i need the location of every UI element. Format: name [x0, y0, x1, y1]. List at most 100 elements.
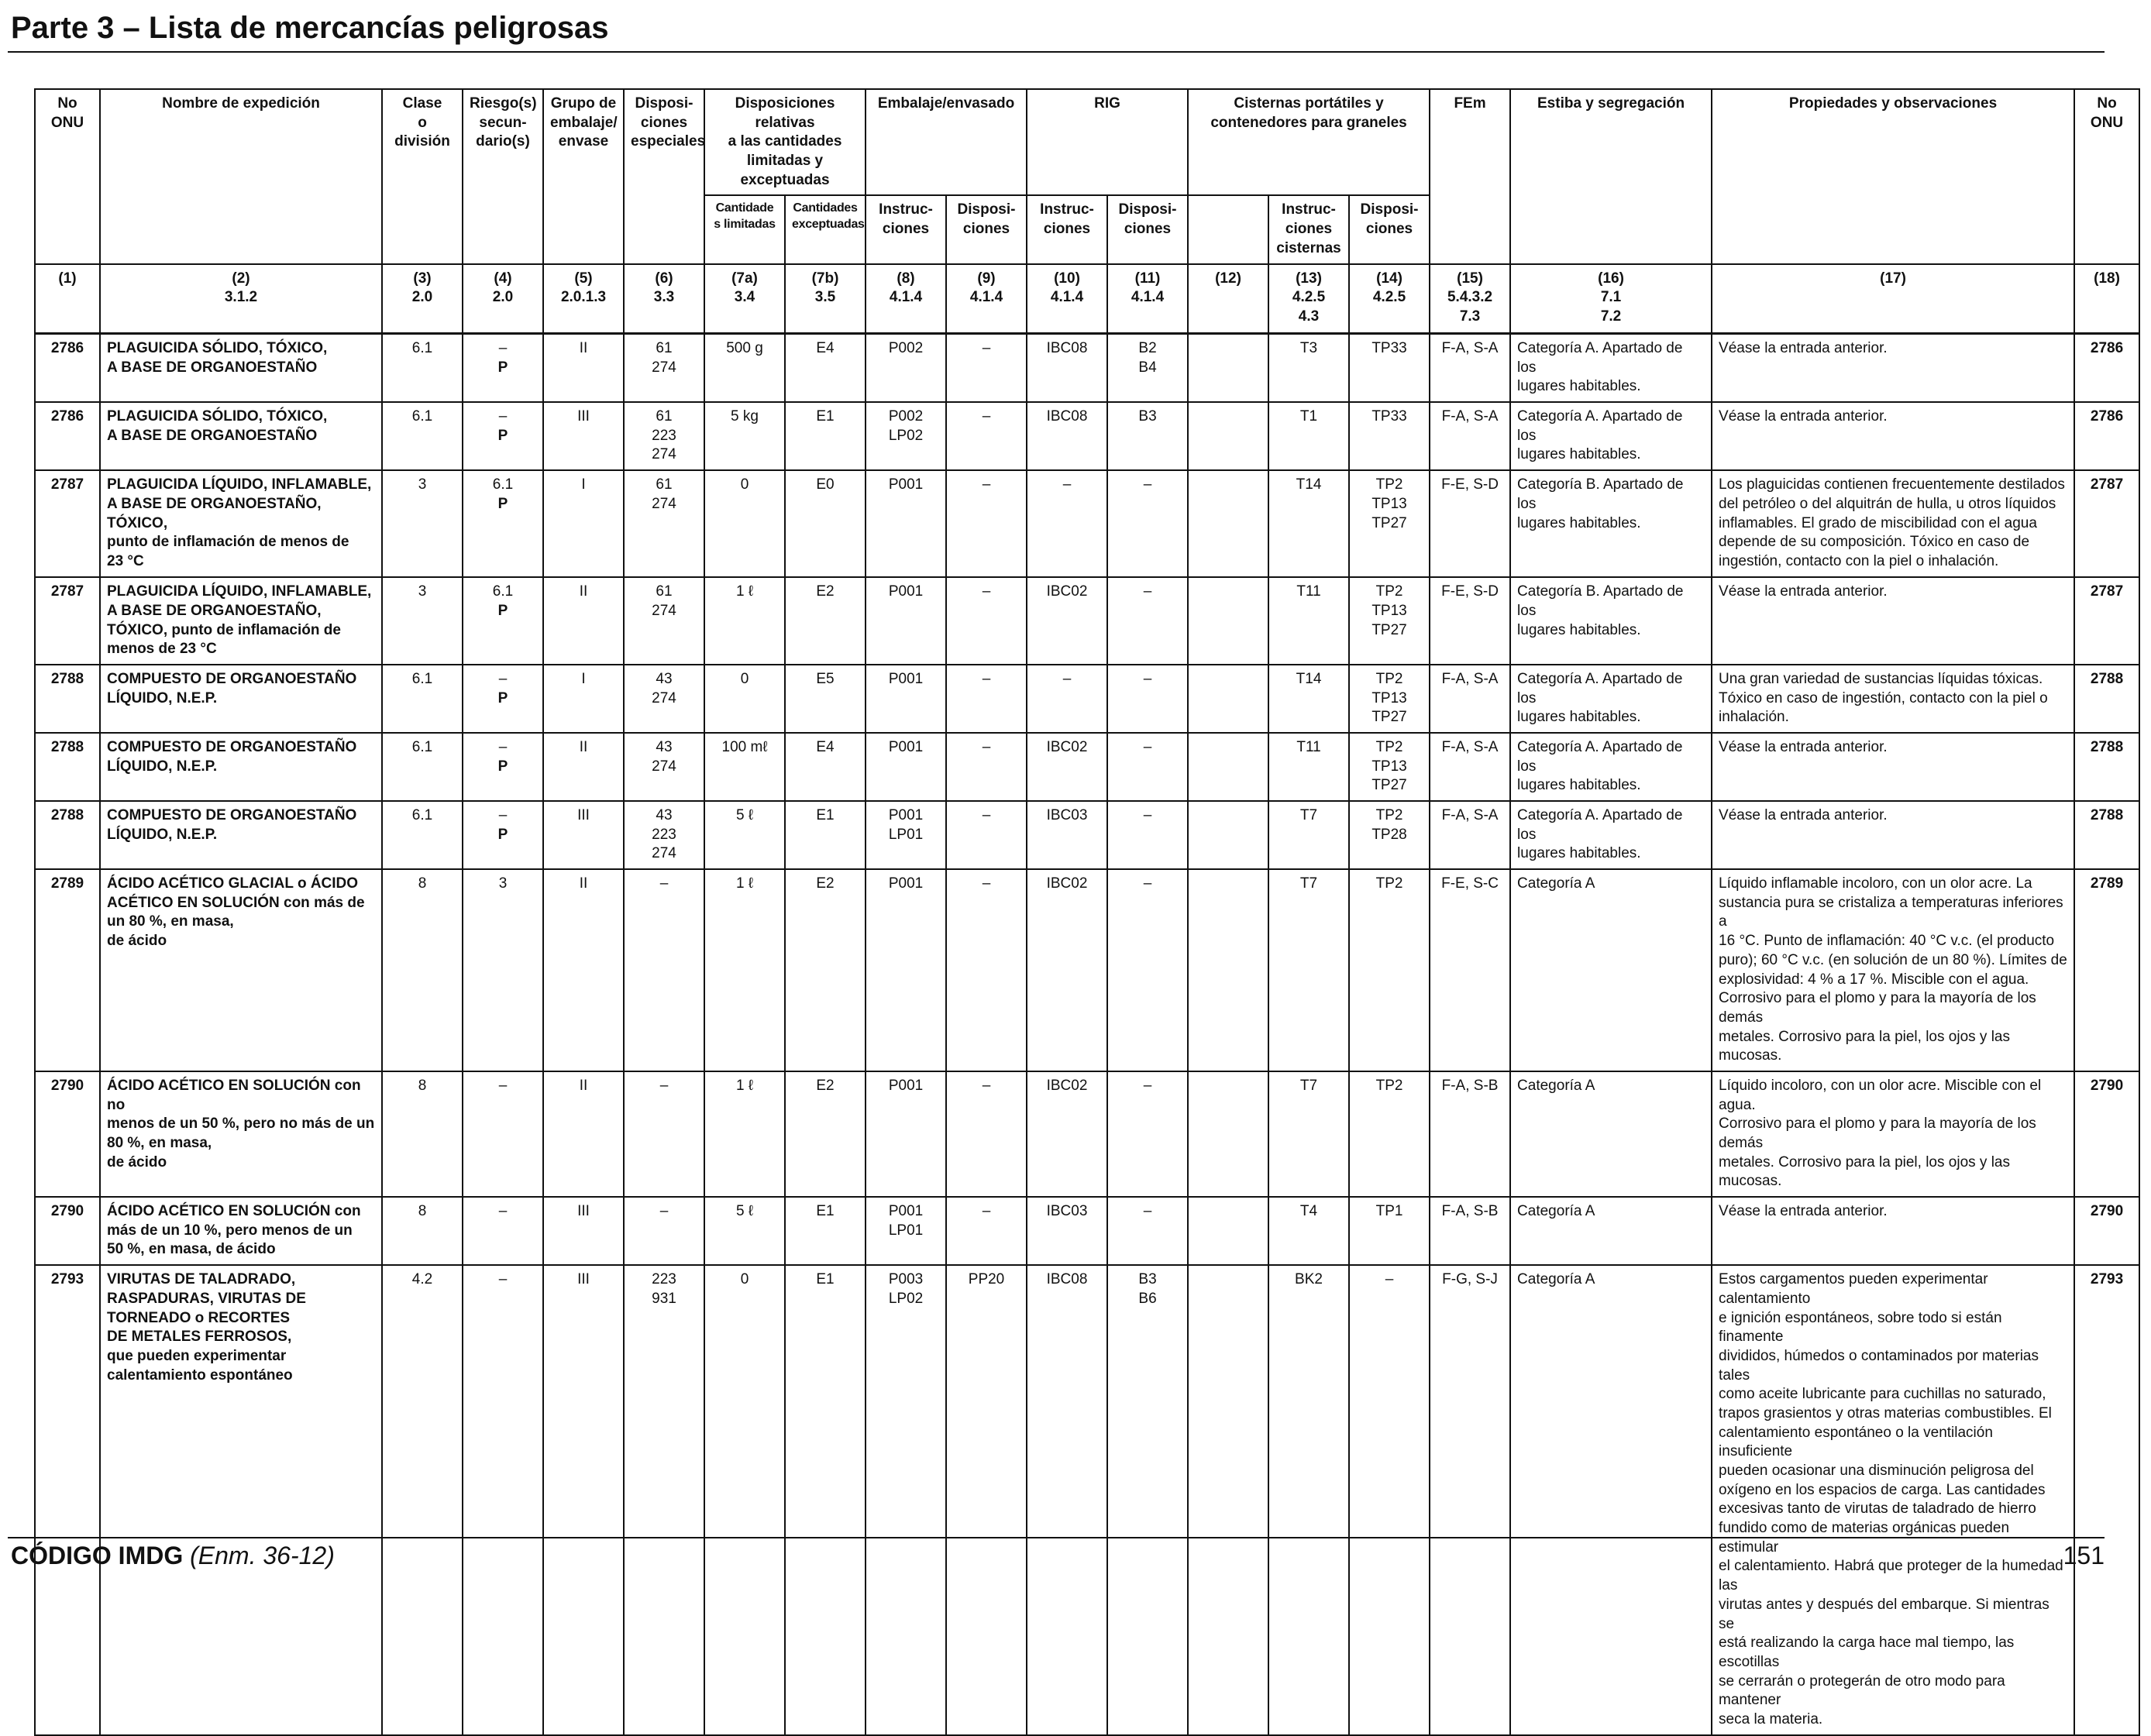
line: –: [498, 738, 508, 755]
tank-provision-cell: TP33: [1348, 332, 1431, 404]
line: PLAGUICIDA SÓLIDO, TÓXICO,: [107, 340, 328, 356]
stowage-cell: Categoría B. Apartado de los lugares habi…: [1509, 576, 1713, 665]
line: 61: [656, 583, 673, 600]
column-number-1: (1): [34, 263, 101, 335]
line: se cerrarán o protegerán de otro modo pa…: [1719, 1672, 2005, 1709]
line: A BASE DE ORGANOESTAÑO,: [107, 602, 322, 619]
line: 2.0: [411, 289, 433, 306]
packing-provision-cell: –: [945, 868, 1028, 1072]
line: a las cantidades: [728, 133, 842, 150]
line: –: [498, 408, 508, 425]
line: ONU: [50, 114, 84, 131]
line: (3): [413, 270, 432, 287]
un-cell-right: 2793: [2074, 1264, 2141, 1736]
un-cell: 2790: [34, 1070, 101, 1198]
un-cell: 2790: [34, 1196, 101, 1267]
line: A BASE DE ORGANOESTAÑO: [107, 427, 318, 444]
stowage-cell: Categoría A: [1509, 1196, 1713, 1267]
excepted-quantity-cell: E0: [783, 469, 867, 579]
header-subsidiary-risk: Riesgo(s) secun-dario(s): [462, 88, 544, 265]
line: 274: [652, 359, 676, 376]
un-cell: 2787: [34, 576, 101, 665]
class-cell: 6.1: [381, 663, 463, 734]
packing-group-cell: I: [542, 663, 625, 734]
line: TP1: [1375, 1203, 1403, 1220]
stowage-cell: Categoría A. Apartado de los lugares habi…: [1509, 731, 1713, 803]
excepted-quantity-cell: E2: [783, 868, 867, 1072]
line: dario(s): [476, 133, 530, 150]
un-cell-right: 2786: [2074, 332, 2141, 404]
line: 23 °C: [107, 552, 144, 569]
line: Véase la entrada anterior.: [1719, 807, 1888, 823]
class-cell: 3: [381, 469, 463, 579]
line: calentamiento espontáneo: [107, 1366, 293, 1384]
un-cell: 2788: [34, 799, 101, 871]
line: P001: [888, 807, 924, 823]
limited-quantity-cell: 0: [704, 469, 786, 579]
table-row: 2786 PLAGUICIDA SÓLIDO, TÓXICO, A BASE DE …: [34, 332, 2141, 404]
line: lugares habitables.: [1517, 709, 1641, 726]
line: Propiedades y observaciones: [1788, 95, 1998, 112]
line: 223: [652, 427, 676, 444]
line: lugares habitables.: [1517, 514, 1641, 531]
tank-instruction-cell: T11: [1268, 731, 1351, 803]
class-cell: 6.1: [381, 332, 463, 404]
header-limited-excepted: Disposiciones relativas a las cantidades l…: [703, 88, 867, 197]
packing-provision-cell: –: [945, 799, 1028, 871]
subsidiary-risk-cell: – P: [462, 332, 544, 404]
packing-group-cell: II: [542, 576, 625, 665]
shipping-name: ÁCIDO ACÉTICO GLACIAL o ÁCIDO ACÉTICO EN …: [99, 868, 383, 1072]
shipping-name: COMPUESTO DE ORGANOESTAÑO LÍQUIDO, N.E.P.: [99, 799, 383, 871]
un-cell-right: 2790: [2074, 1070, 2141, 1198]
marine-pollutant-mark: P: [497, 427, 508, 444]
line: 3.5: [814, 289, 836, 306]
un-cell-right: 2788: [2074, 731, 2141, 803]
footer-code-name: CÓDIGO IMDG: [11, 1542, 184, 1569]
line: RASPADURAS, VIRUTAS DE: [107, 1290, 306, 1307]
un-cell: 2786: [34, 332, 101, 404]
line: envase: [558, 133, 609, 150]
line: más de un 10 %, pero menos de un: [107, 1222, 353, 1239]
line: Cantidade: [715, 201, 774, 215]
line: (13): [1296, 270, 1322, 287]
packing-instruction-cell: P001: [865, 469, 948, 579]
header-packing-provisions: Disposi-ciones: [945, 194, 1028, 265]
line: 223: [652, 1271, 676, 1288]
tank-provision-cell: TP2 TP13 TP27: [1348, 576, 1431, 665]
line: ciones: [640, 114, 688, 131]
line: ingestión, contacto con la piel o inhala…: [1719, 552, 1999, 569]
table-row: 2788 COMPUESTO DE ORGANOESTAÑO LÍQUIDO, N.…: [34, 799, 2141, 871]
line: TORNEADO o RECORTES: [107, 1309, 291, 1326]
line: (14): [1376, 270, 1402, 287]
line: B2: [1138, 340, 1157, 356]
limited-quantity-cell: 0: [704, 1264, 786, 1736]
line: LÍQUIDO, N.E.P.: [107, 758, 218, 775]
line: trapos grasientos y otras materias combu…: [1719, 1404, 2052, 1421]
class-cell: 6.1: [381, 799, 463, 871]
special-provisions-cell: 43 274: [623, 663, 705, 734]
un-cell: 2789: [34, 868, 101, 1072]
page-title: Parte 3 – Lista de mercancías peligrosas: [11, 11, 609, 45]
header-ibc: RIG: [1026, 88, 1189, 197]
ems-cell: F-A, S-B: [1429, 1196, 1512, 1267]
line: (16): [1598, 270, 1624, 287]
line: Véase la entrada anterior.: [1719, 583, 1888, 600]
ibc-instruction-cell: IBC03: [1026, 1196, 1109, 1267]
un-cell-right: 2790: [2074, 1196, 2141, 1267]
line: TP2: [1375, 807, 1403, 823]
line: B4: [1138, 359, 1157, 376]
special-provisions-cell: –: [623, 868, 705, 1072]
ibc-instruction-cell: IBC02: [1026, 731, 1109, 803]
ibc-instruction-cell: IBC08: [1026, 1264, 1109, 1736]
line: ÁCIDO ACÉTICO GLACIAL o ÁCIDO: [107, 875, 359, 892]
line: No: [2097, 95, 2117, 112]
line: Embalaje/envasado: [877, 95, 1015, 112]
class-cell: 6.1: [381, 401, 463, 472]
properties-cell: Líquido incoloro, con un olor acre. Misc…: [1711, 1070, 2076, 1198]
ems-cell: F-E, S-C: [1429, 868, 1512, 1072]
ibc-provision-cell: –: [1106, 868, 1189, 1072]
line: e ignición espontáneos, sobre todo si es…: [1719, 1309, 2002, 1346]
line: (5): [574, 270, 593, 287]
line: Categoría A. Apartado de los: [1517, 408, 1683, 444]
line: 3.4: [734, 289, 755, 306]
